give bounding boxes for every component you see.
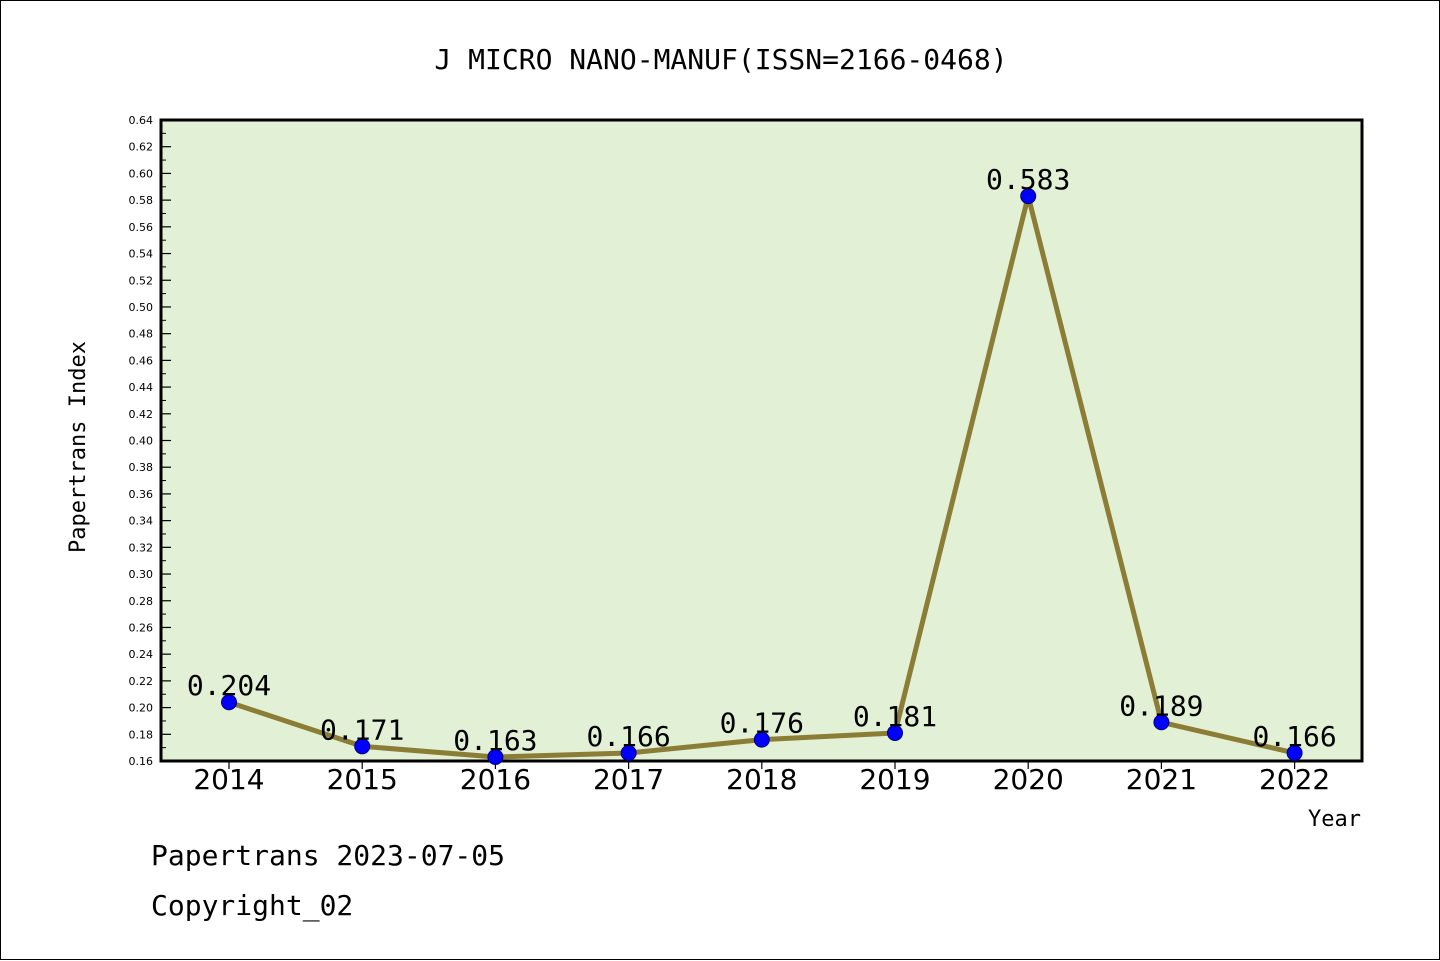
data-point bbox=[753, 731, 770, 748]
data-label: 0.583 bbox=[986, 163, 1070, 196]
y-tick-label: 0.44 bbox=[129, 381, 154, 394]
y-tick-label: 0.58 bbox=[129, 194, 154, 207]
x-tick-label: 2022 bbox=[1259, 763, 1330, 796]
data-label: 0.204 bbox=[187, 669, 271, 702]
plot-area bbox=[159, 118, 1364, 763]
x-tick-label: 2021 bbox=[1126, 763, 1197, 796]
y-axis: 0.16 0.18 0.20 0.22 0.24 0.26 0.28 0.30 0.32 0.34… bbox=[129, 114, 171, 768]
y-tick-label: 0.40 bbox=[129, 435, 154, 448]
x-tick-label: 2020 bbox=[993, 763, 1064, 796]
y-tick-label: 0.46 bbox=[129, 354, 154, 367]
data-point bbox=[1286, 744, 1303, 761]
y-tick-label: 0.24 bbox=[129, 648, 154, 661]
data-point bbox=[487, 748, 504, 765]
data-labels: 0.204 0.171 0.163 0.166 0.176 0.181 0.583 0.189… bbox=[187, 163, 1337, 757]
y-tick-label: 0.62 bbox=[129, 141, 154, 154]
y-tick-label: 0.20 bbox=[129, 702, 154, 715]
y-axis-label: Papertrans Index bbox=[66, 341, 91, 553]
data-label: 0.189 bbox=[1119, 689, 1203, 722]
data-label: 0.166 bbox=[1252, 720, 1336, 753]
data-label: 0.166 bbox=[586, 720, 670, 753]
x-axis-label: Year bbox=[1308, 807, 1361, 832]
y-tick-label: 0.54 bbox=[129, 248, 154, 261]
data-point bbox=[620, 744, 637, 761]
y-tick-label: 0.48 bbox=[129, 328, 154, 341]
y-tick-label: 0.30 bbox=[129, 568, 154, 581]
y-tick-label: 0.38 bbox=[129, 461, 154, 474]
data-label: 0.171 bbox=[320, 713, 404, 746]
y-tick-label: 0.32 bbox=[129, 541, 154, 554]
data-point bbox=[221, 694, 237, 711]
y-tick-label: 0.34 bbox=[129, 515, 154, 528]
data-label: 0.181 bbox=[853, 700, 937, 733]
data-point bbox=[354, 738, 371, 755]
y-tick-label: 0.18 bbox=[129, 728, 154, 741]
x-tick-label: 2015 bbox=[327, 763, 398, 796]
footer-date: Papertrans 2023-07-05 bbox=[151, 839, 505, 872]
x-tick-label: 2016 bbox=[460, 763, 531, 796]
y-tick-label: 0.52 bbox=[129, 274, 154, 287]
y-tick-label: 0.42 bbox=[129, 408, 154, 421]
x-tick-label: 2018 bbox=[726, 763, 797, 796]
y-tick-label: 0.28 bbox=[129, 595, 154, 608]
x-tick-label: 2017 bbox=[593, 763, 664, 796]
data-label: 0.163 bbox=[453, 724, 537, 757]
data-point bbox=[1153, 714, 1170, 731]
y-tick-label: 0.36 bbox=[129, 488, 154, 501]
data-label: 0.176 bbox=[720, 707, 804, 740]
y-tick-label: 0.26 bbox=[129, 621, 154, 634]
y-tick-label: 0.16 bbox=[129, 755, 154, 768]
chart-title: J MICRO NANO-MANUF(ISSN=2166-0468) bbox=[434, 43, 1007, 76]
x-axis: 2014 2015 2016 2017 2018 2019 2020 2021 2022 bbox=[193, 761, 1330, 796]
data-point bbox=[1020, 188, 1037, 205]
y-tick-label: 0.56 bbox=[129, 221, 154, 234]
y-tick-label: 0.50 bbox=[129, 301, 154, 314]
y-tick-label: 0.64 bbox=[129, 114, 154, 127]
series-layer bbox=[221, 188, 1303, 765]
data-point bbox=[887, 724, 903, 741]
y-tick-label: 0.60 bbox=[129, 167, 154, 180]
footer-copyright: Copyright_02 bbox=[151, 889, 353, 923]
x-tick-label: 2019 bbox=[859, 763, 930, 796]
y-tick-label: 0.22 bbox=[129, 675, 154, 688]
x-tick-label: 2014 bbox=[193, 763, 264, 796]
